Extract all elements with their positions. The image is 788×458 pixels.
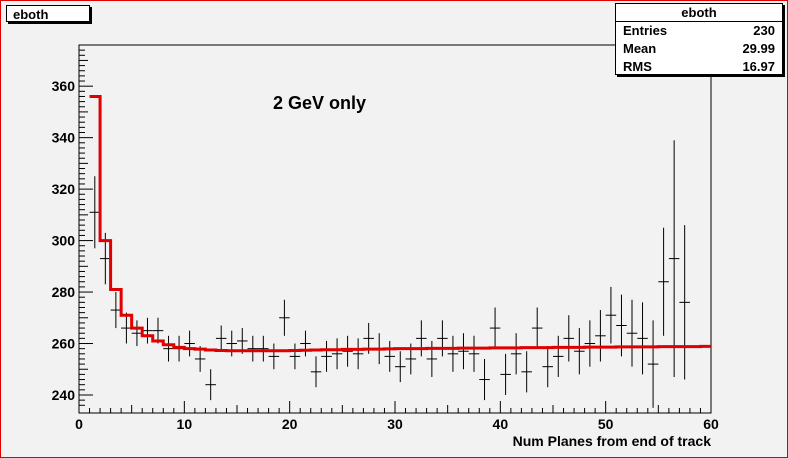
data-point bbox=[563, 315, 575, 362]
x-tick-label: 0 bbox=[75, 416, 83, 432]
stats-label: Entries bbox=[623, 23, 668, 38]
stats-row-mean: Mean 29.99 bbox=[616, 40, 782, 58]
data-point bbox=[310, 356, 322, 388]
data-point bbox=[510, 333, 522, 375]
y-tick-label: 340 bbox=[52, 130, 76, 146]
data-point bbox=[447, 335, 459, 372]
data-point bbox=[542, 346, 553, 388]
y-tick-label: 360 bbox=[52, 78, 76, 94]
data-point bbox=[300, 330, 311, 357]
data-point bbox=[268, 343, 280, 370]
x-tick-label: 40 bbox=[493, 416, 509, 432]
x-tick-label: 10 bbox=[177, 416, 193, 432]
data-point bbox=[489, 307, 501, 349]
annotation-label: 2 GeV only bbox=[273, 93, 366, 113]
y-tick-label: 240 bbox=[52, 387, 76, 403]
data-point bbox=[384, 340, 395, 372]
data-point bbox=[553, 335, 564, 377]
x-axis-title: Num Planes from end of track bbox=[513, 433, 712, 449]
stats-label: RMS bbox=[623, 59, 652, 74]
data-point bbox=[416, 320, 427, 357]
data-point bbox=[331, 338, 343, 370]
data-point bbox=[321, 340, 332, 372]
data-point bbox=[289, 343, 301, 370]
y-tick-label: 260 bbox=[52, 336, 76, 352]
data-point bbox=[142, 317, 153, 344]
x-tick-label: 20 bbox=[282, 416, 298, 432]
data-point bbox=[468, 335, 480, 372]
stats-box: eboth Entries 230 Mean 29.99 RMS 16.97 bbox=[615, 3, 783, 75]
data-point bbox=[595, 310, 606, 362]
data-point bbox=[574, 328, 585, 375]
data-point bbox=[479, 358, 490, 401]
plot-frame bbox=[78, 44, 712, 414]
stats-label: Mean bbox=[623, 41, 657, 56]
data-point bbox=[658, 227, 669, 336]
data-point bbox=[668, 140, 680, 377]
data-point bbox=[184, 330, 195, 357]
stats-title: eboth bbox=[616, 4, 782, 22]
data-point bbox=[247, 335, 259, 362]
fit-curve bbox=[89, 94, 711, 353]
x-tick-label: 50 bbox=[598, 416, 614, 432]
data-point bbox=[205, 369, 216, 401]
data-point bbox=[679, 225, 690, 380]
data-point bbox=[500, 353, 511, 395]
data-point bbox=[342, 335, 353, 367]
x-tick-label: 60 bbox=[703, 416, 719, 432]
data-point bbox=[626, 299, 638, 367]
histogram-title-box: eboth bbox=[6, 5, 90, 22]
stats-row-entries: Entries 230 bbox=[616, 22, 782, 40]
data-point bbox=[531, 307, 543, 349]
data-point bbox=[521, 351, 532, 393]
data-point bbox=[352, 338, 364, 370]
data-point bbox=[258, 335, 269, 362]
data-point bbox=[131, 320, 143, 347]
histogram-name: eboth bbox=[13, 7, 49, 22]
stats-value: 230 bbox=[753, 23, 775, 38]
data-point bbox=[152, 317, 164, 344]
y-tick-label: 300 bbox=[52, 233, 76, 249]
stats-row-rms: RMS 16.97 bbox=[616, 58, 782, 76]
y-tick-label: 280 bbox=[52, 284, 76, 300]
data-point bbox=[458, 333, 469, 370]
data-point bbox=[637, 302, 648, 375]
stats-value: 29.99 bbox=[742, 41, 775, 56]
stats-value: 16.97 bbox=[742, 59, 775, 74]
data-point bbox=[584, 320, 596, 367]
data-point bbox=[605, 286, 617, 344]
data-point bbox=[110, 292, 122, 329]
data-point bbox=[647, 320, 659, 408]
data-point bbox=[215, 325, 227, 352]
data-point bbox=[395, 351, 406, 383]
data-point bbox=[279, 299, 290, 336]
y-tick-label: 320 bbox=[52, 181, 76, 197]
data-point bbox=[121, 312, 132, 344]
data-point bbox=[437, 320, 448, 357]
data-point bbox=[163, 335, 174, 362]
data-point bbox=[89, 176, 101, 249]
x-tick-label: 30 bbox=[387, 416, 403, 432]
